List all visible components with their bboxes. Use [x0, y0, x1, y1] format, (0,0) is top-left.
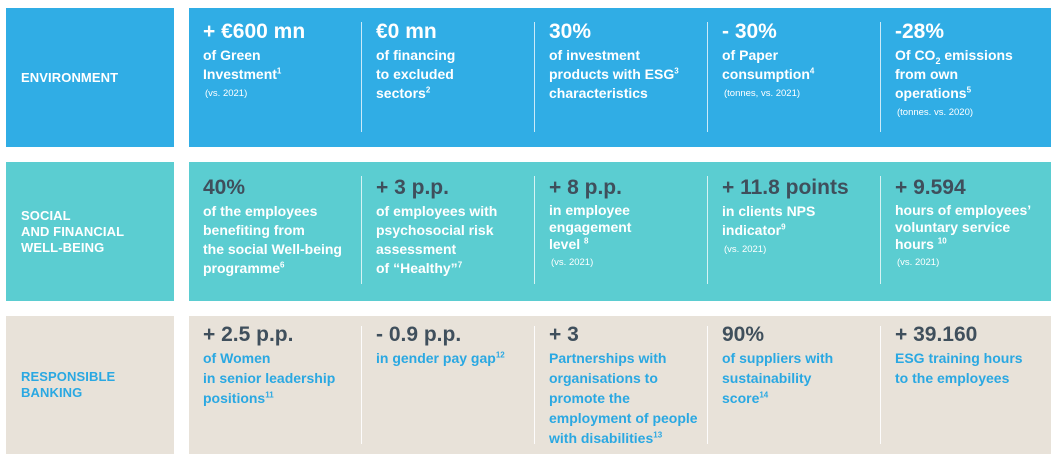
kpi-description: of the employees benefiting from the soc… — [203, 203, 342, 276]
kpi-description: of suppliers with sustainability score14 — [722, 350, 834, 406]
kpi-description: of employees with psychosocial risk asse… — [376, 203, 498, 276]
kpi-note: (vs. 2021) — [724, 244, 767, 255]
divider — [880, 22, 881, 132]
kpi-value: + 3 p.p. — [376, 176, 449, 199]
social-label-box: SOCIAL AND FINANCIAL WELL-BEING — [6, 162, 174, 301]
kpi-description: of Women in senior leadership positions1… — [203, 350, 336, 406]
kpi-value: - 0.9 p.p. — [376, 323, 462, 346]
kpi-note: (vs. 2021) — [205, 88, 248, 99]
kpi-psychosocial-risk: + 3 p.p. of employees with psychosocial … — [362, 162, 534, 301]
kpi-description: in clients NPS indicator9 — [722, 203, 816, 238]
kpi-value: 30% — [549, 20, 592, 43]
kpi-esg-products: 30% of investment products with ESG3 cha… — [535, 8, 707, 147]
divider — [880, 176, 881, 284]
kpi-green-investment: + €600 mn of Green Investment1 (vs. 2021… — [189, 8, 361, 147]
kpi-value: + 2.5 p.p. — [203, 323, 294, 346]
kpi-note: (vs. 2021) — [897, 257, 940, 268]
kpi-note: (tonnes. vs. 2020) — [897, 107, 974, 118]
kpi-clients-nps: + 11.8 points in clients NPS indicator9 … — [708, 162, 880, 301]
kpi-description: in employee engagement level 8 — [549, 202, 632, 252]
divider — [534, 176, 535, 284]
kpi-description: of Paper consumption4 — [722, 47, 815, 82]
social-row: SOCIAL AND FINANCIAL WELL-BEING 40% of t… — [0, 162, 1057, 301]
banking-label-box: RESPONSIBLE BANKING — [6, 316, 174, 454]
kpi-value: €0 mn — [376, 20, 437, 43]
kpi-value: -28% — [895, 20, 945, 43]
social-label: SOCIAL AND FINANCIAL WELL-BEING — [21, 207, 125, 255]
kpi-value: + 39.160 — [895, 323, 978, 346]
kpi-value: + 9.594 — [895, 176, 966, 199]
kpi-value: + 3 — [549, 323, 579, 346]
kpi-value: 90% — [722, 323, 765, 346]
divider — [361, 22, 362, 132]
label-line: ENVIRONMENT — [21, 69, 119, 85]
kpi-voluntary-service: + 9.594 hours of employees’ voluntary se… — [881, 162, 1051, 301]
divider — [534, 22, 535, 132]
kpi-description: ESG training hours to the employees — [895, 350, 1023, 386]
environment-row: ENVIRONMENT + €600 mn of Green Investmen… — [0, 8, 1057, 147]
kpi-value: + 8 p.p. — [549, 176, 622, 199]
divider — [707, 326, 708, 444]
banking-content: + 2.5 p.p. of Women in senior leadership… — [189, 316, 1051, 454]
kpi-value: 40% — [203, 176, 246, 199]
environment-label-box: ENVIRONMENT — [6, 8, 174, 147]
kpi-description: of financing to excluded sectors2 — [376, 47, 456, 101]
kpi-description: in gender pay gap12 — [376, 350, 505, 366]
divider — [361, 326, 362, 444]
divider — [707, 22, 708, 132]
kpi-note: (tonnes, vs. 2021) — [724, 88, 801, 99]
kpi-description: Of CO2 emissions from own operations5 — [895, 47, 1013, 101]
kpi-excluded-sectors: €0 mn of financing to excluded sectors2 — [362, 8, 534, 147]
kpi-value: - 30% — [722, 20, 777, 43]
kpi-supplier-sustainability: 90% of suppliers with sustainability sco… — [708, 316, 880, 454]
environment-label: ENVIRONMENT — [21, 70, 118, 86]
kpi-value: + €600 mn — [203, 20, 306, 43]
kpi-women-leadership: + 2.5 p.p. of Women in senior leadership… — [189, 316, 361, 454]
divider — [361, 176, 362, 284]
kpi-employee-engagement: + 8 p.p. in employee engagement level 8 … — [535, 162, 707, 301]
banking-row: RESPONSIBLE BANKING + 2.5 p.p. of Women … — [0, 316, 1057, 454]
kpi-description: of Green Investment1 — [203, 47, 282, 82]
environment-content: + €600 mn of Green Investment1 (vs. 2021… — [189, 8, 1051, 147]
divider — [534, 326, 535, 444]
kpi-disability-partnerships: + 3 Partnerships with organisations to p… — [535, 316, 707, 454]
kpi-description: Partnerships with organisations to promo… — [549, 350, 698, 446]
divider — [880, 326, 881, 444]
banking-label: RESPONSIBLE BANKING — [21, 369, 116, 400]
social-content: 40% of the employees benefiting from the… — [189, 162, 1051, 301]
kpi-wellbeing-programme: 40% of the employees benefiting from the… — [189, 162, 361, 301]
kpi-description: hours of employees’ voluntary service ho… — [895, 202, 1032, 252]
kpi-gender-pay-gap: - 0.9 p.p. in gender pay gap12 — [362, 316, 534, 454]
divider — [707, 176, 708, 284]
kpi-value: + 11.8 points — [722, 176, 849, 199]
kpi-note: (vs. 2021) — [551, 257, 594, 268]
kpi-esg-training: + 39.160 ESG training hours to the emplo… — [881, 316, 1051, 454]
kpi-co2-emissions: -28% Of CO2 emissions from own operation… — [881, 8, 1051, 147]
kpi-description: of investment products with ESG3 charact… — [549, 47, 679, 101]
kpi-paper-consumption: - 30% of Paper consumption4 (tonnes, vs.… — [708, 8, 880, 147]
